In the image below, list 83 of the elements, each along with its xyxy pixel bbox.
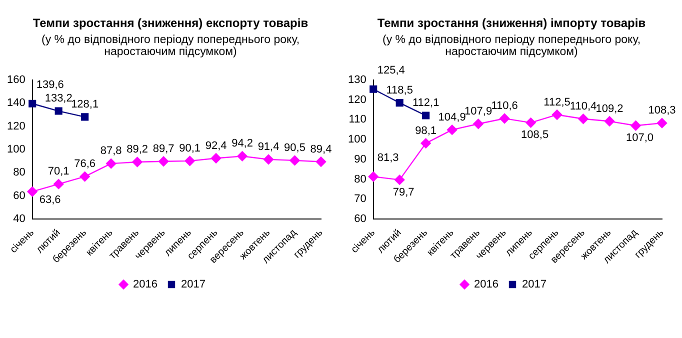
point	[132, 156, 142, 168]
data-label: 90,1	[179, 142, 201, 154]
data-label: 133,2	[44, 92, 72, 105]
point	[473, 118, 484, 129]
chart-title: Темпи зростання (зниження) імпорту товарів	[376, 16, 647, 30]
point	[263, 154, 274, 165]
point	[422, 112, 430, 120]
y-tick-label: 100	[6, 143, 26, 156]
y-tick-label: 110	[348, 114, 366, 126]
y-tick-label: 130	[348, 74, 366, 86]
point	[184, 156, 195, 166]
y-tick-label: 60	[13, 190, 26, 202]
data-label: 91,4	[258, 140, 280, 153]
data-label: 87,8	[100, 145, 122, 158]
data-label: 110,6	[491, 100, 518, 112]
data-label: 94,2	[232, 138, 253, 150]
legend-label: 2017	[522, 278, 546, 291]
data-label: 81,3	[377, 152, 399, 164]
point	[630, 120, 641, 131]
chart-title: Темпи зростання (зниження) експорту товарів	[32, 16, 310, 30]
point	[526, 118, 536, 128]
point	[28, 100, 36, 108]
data-label: 89,4	[310, 143, 332, 156]
data-label: 89,7	[152, 142, 174, 155]
data-label: 63,6	[39, 194, 61, 206]
y-tick-label: 140	[6, 97, 26, 110]
data-label: 108,5	[521, 129, 549, 142]
point	[370, 85, 378, 93]
point	[446, 124, 458, 135]
legend-label: 2017	[181, 278, 206, 291]
data-label: 98,1	[415, 124, 437, 137]
data-label: 112,1	[412, 97, 440, 110]
point	[158, 156, 169, 166]
y-tick-label: 90	[354, 153, 366, 166]
point	[394, 174, 405, 185]
data-label: 89,2	[126, 143, 148, 156]
data-label: 109,2	[596, 102, 624, 115]
data-label: 107,0	[626, 132, 654, 144]
point	[604, 116, 615, 126]
data-label: 79,7	[392, 186, 414, 198]
y-tick-label: 80	[354, 173, 366, 186]
point	[552, 110, 562, 120]
data-label: 90,5	[284, 142, 306, 154]
point	[27, 186, 38, 197]
chart-subtitle: (у % до відповідного періоду попереднього року, наростаючим підсумком)	[40, 34, 301, 58]
legend-label: 2016	[133, 278, 158, 291]
y-tick-label: 40	[13, 212, 26, 225]
point	[290, 155, 300, 166]
point	[316, 156, 326, 167]
data-label: 118,5	[386, 84, 413, 96]
point	[420, 138, 431, 148]
data-label: 139,6	[36, 79, 64, 92]
point	[499, 113, 510, 124]
data-label: 128,1	[71, 98, 99, 110]
point	[396, 99, 404, 107]
y-tick-label: 120	[6, 120, 26, 132]
point	[81, 113, 89, 121]
point	[106, 158, 116, 169]
data-label: 70,1	[48, 166, 70, 178]
point	[210, 153, 222, 164]
point	[80, 171, 90, 182]
point	[656, 118, 668, 128]
data-label: 110,4	[570, 100, 597, 112]
y-tick-label: 80	[13, 166, 26, 179]
point	[54, 107, 62, 115]
data-label: 107,9	[464, 105, 492, 118]
point	[578, 114, 588, 124]
data-label: 92,4	[205, 140, 227, 152]
y-tick-label: 70	[354, 193, 366, 206]
y-tick-label: 60	[354, 212, 366, 225]
data-label: 112,5	[544, 96, 570, 108]
data-label: 76,6	[74, 158, 96, 170]
legend-label: 2016	[474, 278, 499, 291]
y-tick-label: 100	[348, 134, 366, 146]
chart-subtitle: (у % до відповідного періоду попереднього року, наростаючим підсумком)	[381, 34, 642, 58]
point	[237, 151, 248, 162]
data-label: 125,4	[377, 64, 405, 77]
point	[53, 178, 64, 190]
data-label: 104,9	[438, 111, 466, 124]
y-tick-label: 160	[6, 74, 26, 86]
point	[368, 172, 378, 182]
y-tick-label: 120	[348, 94, 366, 106]
data-label: 108,3	[648, 104, 676, 117]
